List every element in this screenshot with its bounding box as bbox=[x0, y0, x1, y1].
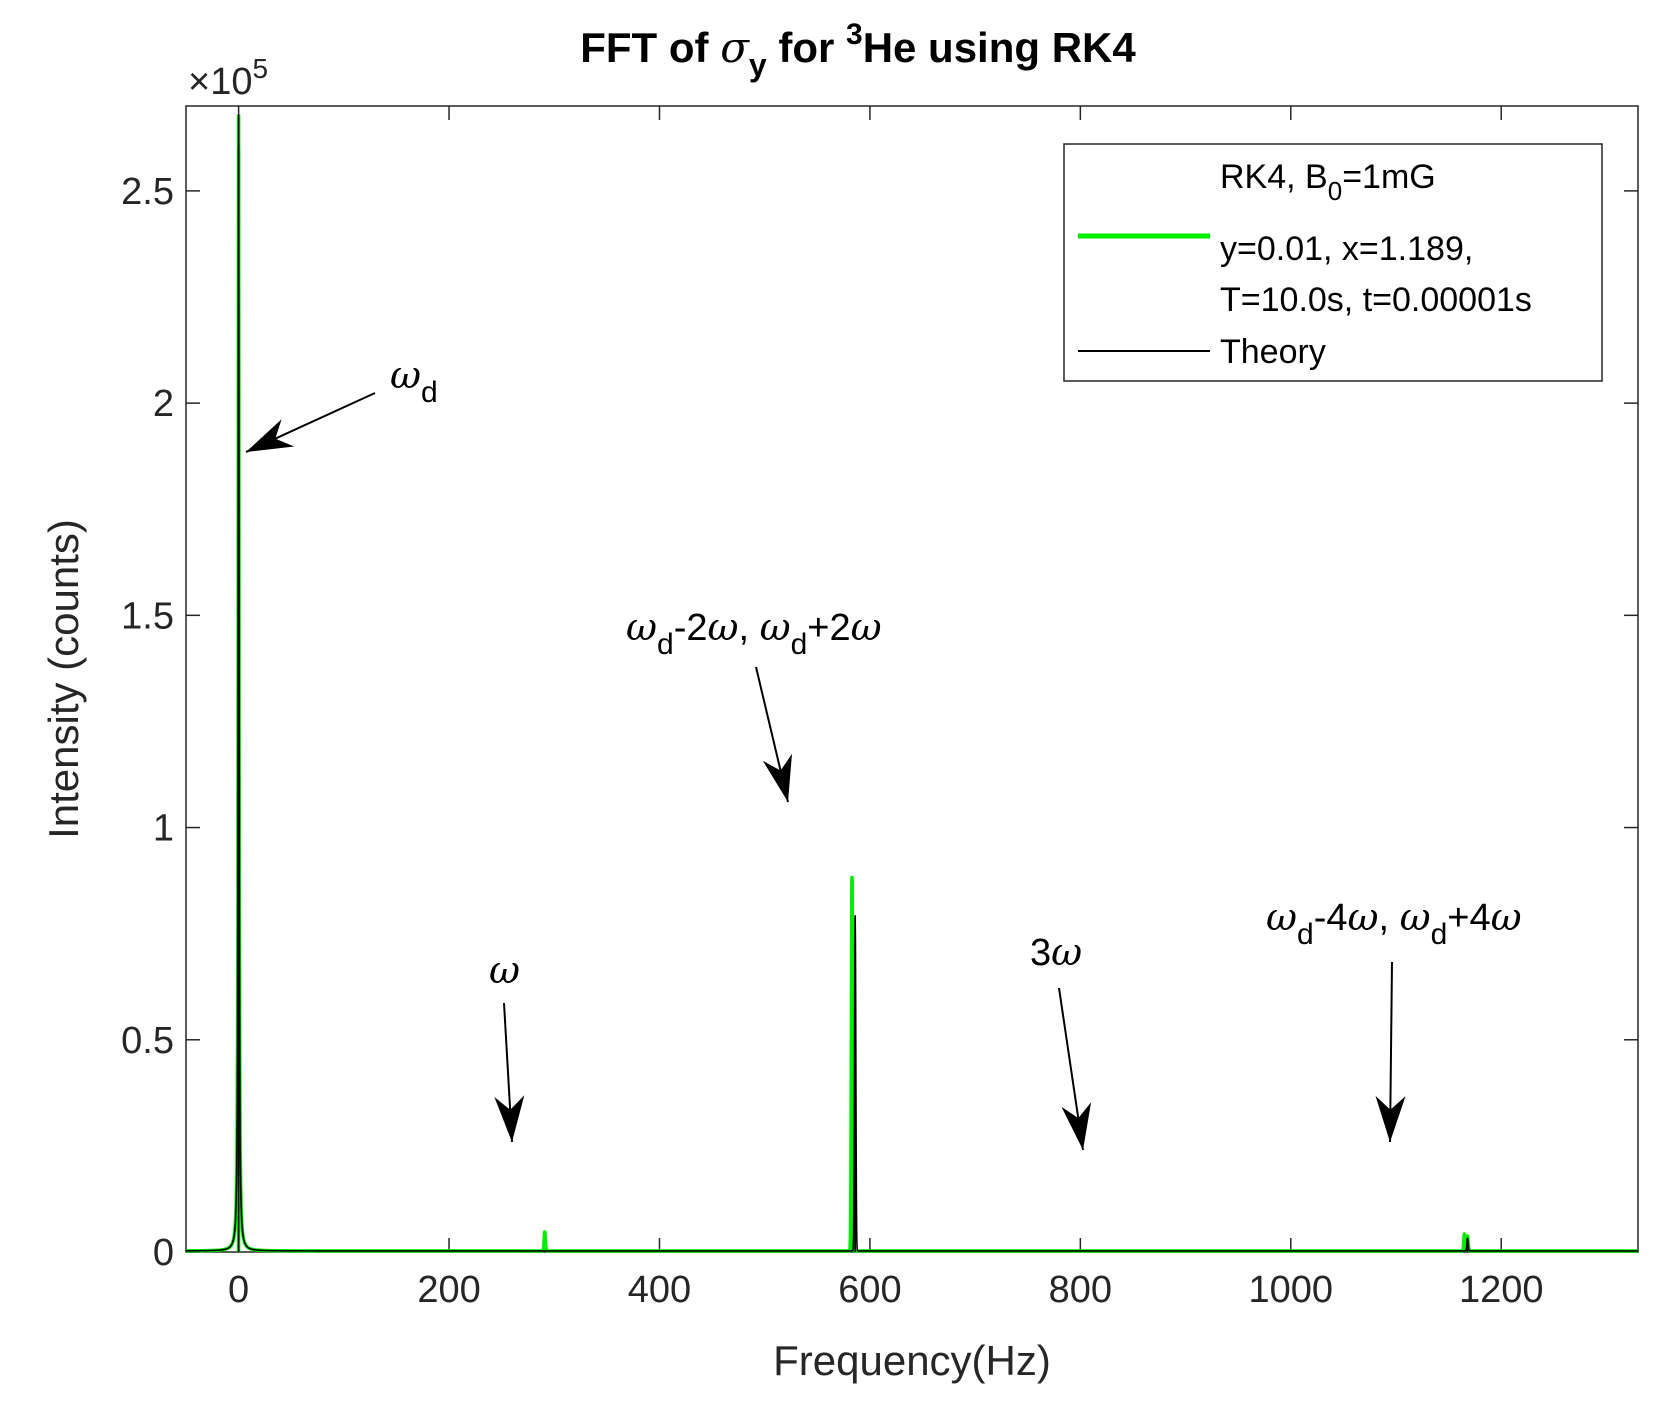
y-multiplier: ×105 bbox=[188, 53, 268, 103]
annotation-label-wd2w: ωd-2ω, ωd+2ω bbox=[626, 605, 882, 661]
x-axis-label: Frequency(Hz) bbox=[773, 1337, 1051, 1384]
x-tick-label: 0 bbox=[228, 1269, 249, 1311]
y-tick-label: 2.5 bbox=[121, 171, 174, 213]
y-tick-label: 0.5 bbox=[121, 1020, 174, 1062]
legend-header-main: RK4, B bbox=[1220, 158, 1328, 196]
y-axis-ticks: 0 0.5 1 1.5 2 2.5 bbox=[121, 171, 1638, 1274]
title-suffix: He using RK4 bbox=[863, 24, 1137, 71]
title-prefix: FFT of bbox=[580, 24, 720, 71]
annotation-arrowhead-wd4w bbox=[1375, 1095, 1406, 1142]
y-tick-label: 1.5 bbox=[121, 595, 174, 637]
title-sigma: σ bbox=[720, 23, 750, 72]
annotation-arrowhead-wd bbox=[246, 419, 295, 452]
y-tick-label: 0 bbox=[153, 1232, 174, 1274]
series-layer bbox=[184, 114, 1640, 1253]
x-tick-label: 200 bbox=[417, 1269, 480, 1311]
title-sigma-sub: y bbox=[749, 47, 767, 83]
series-line-1 bbox=[185, 146, 1639, 1252]
annotation-arrowhead-3w bbox=[1061, 1102, 1092, 1150]
chart-title: FFT of σy for 3He using RK4 bbox=[580, 18, 1136, 83]
x-tick-label: 1200 bbox=[1459, 1269, 1544, 1311]
legend-header: RK4, B0=1mG bbox=[1220, 158, 1436, 206]
legend-header-sub: 0 bbox=[1328, 176, 1342, 206]
annotation-arrowhead-wd2w bbox=[762, 753, 792, 802]
x-tick-label: 1000 bbox=[1249, 1269, 1334, 1311]
legend-header-tail: =1mG bbox=[1342, 158, 1436, 196]
x-tick-label: 400 bbox=[628, 1269, 691, 1311]
legend-box bbox=[1063, 143, 1603, 382]
y-axis-label: Intensity (counts) bbox=[40, 519, 87, 839]
y-multiplier-base: ×10 bbox=[188, 61, 252, 103]
annotation-label-w: ω bbox=[489, 948, 520, 992]
annotation-label-wd: ωd bbox=[390, 353, 438, 409]
y-multiplier-exp: 5 bbox=[252, 53, 268, 84]
x-tick-label: 600 bbox=[838, 1269, 901, 1311]
annotation-label-wd4w: ωd-4ω, ωd+4ω bbox=[1266, 895, 1522, 951]
legend-series-line2: T=10.0s, t=0.00001s bbox=[1220, 281, 1532, 319]
y-tick-label: 1 bbox=[153, 808, 174, 850]
y-tick-label: 2 bbox=[153, 383, 174, 425]
annotations: ωd ω ωd-2ω, ωd+2ω 3ω ωd-4ω, ωd+4ω bbox=[245, 353, 1522, 1151]
title-sup: 3 bbox=[846, 18, 863, 51]
legend-theory: Theory bbox=[1220, 333, 1326, 371]
legend: RK4, B0=1mG y=0.01, x=1.189, T=10.0s, t=… bbox=[1063, 143, 1603, 382]
legend-series-line1: y=0.01, x=1.189, bbox=[1220, 230, 1473, 268]
annotation-arrowhead-w bbox=[494, 1095, 525, 1142]
title-middle: for bbox=[767, 24, 846, 71]
annotation-label-3w: 3ω bbox=[1030, 930, 1082, 974]
x-tick-label: 800 bbox=[1049, 1269, 1112, 1311]
x-axis-ticks: 0 200 400 600 800 1000 1200 bbox=[228, 106, 1543, 1311]
